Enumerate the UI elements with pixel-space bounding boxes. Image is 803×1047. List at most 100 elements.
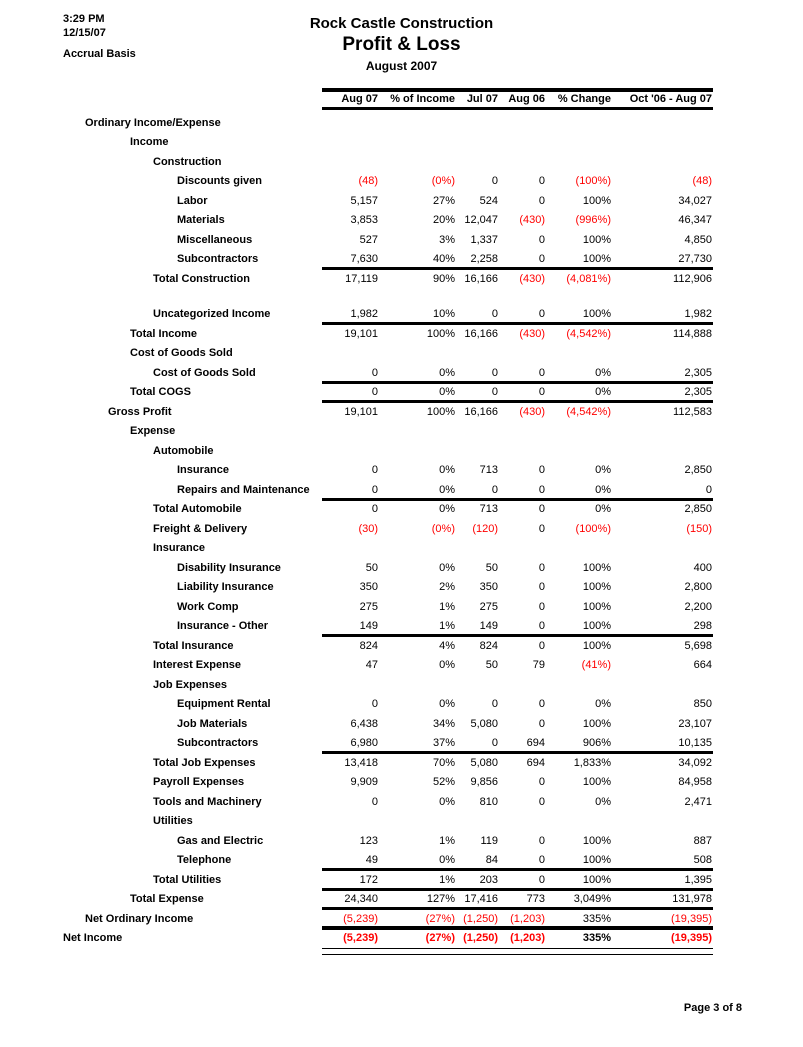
cell-value: 24,340 xyxy=(344,893,378,906)
cell-value: 298 xyxy=(693,620,712,633)
cell-value: 0 xyxy=(371,698,378,711)
cell-value: 0% xyxy=(439,503,455,516)
cell-value: 16,166 xyxy=(464,405,498,418)
cell-value: (41%) xyxy=(581,659,611,672)
cell-value: (0%) xyxy=(431,522,455,535)
row-telephone: Telephone 49 0% 84 0 100% 508 xyxy=(63,851,713,871)
cell-value: 84 xyxy=(485,854,498,867)
cell-value: 275 xyxy=(479,600,498,613)
cell-value: 1,982 xyxy=(684,308,712,321)
cell-value: 1,982 xyxy=(350,308,378,321)
cell-value: 0 xyxy=(538,600,545,613)
cell-value: 34% xyxy=(432,717,455,730)
cell-value: 2,850 xyxy=(684,503,712,516)
cell-value: 0 xyxy=(538,464,545,477)
cell-value: (5,239) xyxy=(343,932,378,945)
cell-value: 1% xyxy=(439,873,455,886)
cell-value: (30) xyxy=(358,522,378,535)
cell-value: (120) xyxy=(472,522,498,535)
cell-value: 0 xyxy=(538,503,545,516)
cell-value: 0% xyxy=(439,659,455,672)
report-date: 12/15/07 xyxy=(63,27,106,39)
cell-value: 3,853 xyxy=(350,214,378,227)
row-gas-and-electric: Gas and Electric 123 1% 119 0 100% 887 xyxy=(63,831,713,851)
cell-value: 203 xyxy=(479,873,498,886)
row-labor: Labor 5,157 27% 524 0 100% 34,027 xyxy=(63,191,713,211)
cell-value: (4,542%) xyxy=(566,327,611,340)
cell-value: 0% xyxy=(595,795,611,808)
row-materials: Materials 3,853 20% 12,047 (430) (996%) 46,347 xyxy=(63,211,713,231)
row-label: Miscellaneous xyxy=(177,233,253,246)
row-equipment-rental: Equipment Rental 0 0% 0 0 0% 850 xyxy=(63,695,713,715)
row-work-comp: Work Comp 275 1% 275 0 100% 2,200 xyxy=(63,597,713,617)
row-label: Subcontractors xyxy=(177,253,259,266)
row-label: Construction xyxy=(153,155,222,168)
cell-value: (100%) xyxy=(575,175,611,188)
cell-value: 0% xyxy=(439,464,455,477)
column-header-of-income: % of Income xyxy=(390,93,455,105)
row-label: Total Utilities xyxy=(153,873,222,886)
row-label: Job Materials xyxy=(177,717,248,730)
cell-value: 40% xyxy=(432,253,455,266)
company-name: Rock Castle Construction xyxy=(309,15,494,32)
row-label: Total Construction xyxy=(153,272,250,285)
cell-value: 664 xyxy=(693,659,712,672)
row-total-cogs: Total COGS 0 0% 0 0 0% 2,305 xyxy=(63,380,713,403)
cell-value: (996%) xyxy=(575,214,611,227)
row-label: Telephone xyxy=(177,854,232,867)
row-net-ordinary-income: Net Ordinary Income (5,239) (27%) (1,250) (1… xyxy=(63,907,713,929)
cell-value: 9,856 xyxy=(470,776,498,789)
cell-value: 1% xyxy=(439,834,455,847)
row-label: Cost of Goods Sold xyxy=(153,366,256,379)
cell-value: 0 xyxy=(538,834,545,847)
cell-value: 2,850 xyxy=(684,464,712,477)
cell-value: 0% xyxy=(439,854,455,867)
row-total-automobile: Total Automobile 0 0% 713 0 0% 2,850 xyxy=(63,497,713,520)
table-body: Ordinary Income/Expense Income Constructio… xyxy=(63,113,713,955)
cell-value: 34,027 xyxy=(678,194,712,207)
cell-value: 350 xyxy=(359,581,378,594)
cell-value: 34,092 xyxy=(678,756,712,769)
cell-value: 100% xyxy=(582,873,611,886)
cell-value: 7,630 xyxy=(350,253,378,266)
cell-value: 17,119 xyxy=(345,272,378,285)
cell-value: 0 xyxy=(705,483,712,496)
row-label: Gas and Electric xyxy=(177,834,264,847)
row-label: Job Expenses xyxy=(153,678,227,691)
cell-value: 906% xyxy=(582,737,611,750)
cell-value: 0 xyxy=(371,795,378,808)
row-expense: Expense xyxy=(63,422,713,442)
row-label: Total COGS xyxy=(130,386,191,399)
cell-value: (0%) xyxy=(431,175,455,188)
row-cost-of-goods-sold: Cost of Goods Sold 0 0% 0 0 0% 2,305 xyxy=(63,363,713,383)
report-title: Profit & Loss xyxy=(342,34,461,55)
cell-value: 335% xyxy=(582,932,611,945)
cell-value: (1,203) xyxy=(510,932,545,945)
cell-value: 824 xyxy=(359,639,378,652)
cell-value: 0 xyxy=(538,854,545,867)
cell-value: (1,250) xyxy=(463,912,498,925)
cell-value: (19,395) xyxy=(671,932,712,945)
cell-value: 100% xyxy=(582,194,611,207)
cell-value: 0 xyxy=(491,386,498,399)
cell-value: 9,909 xyxy=(350,776,378,789)
cell-value: 2% xyxy=(439,581,455,594)
row-subcontractors: Subcontractors 6,980 37% 0 694 906% 10,135 xyxy=(63,734,713,754)
cell-value: 37% xyxy=(432,737,455,750)
cell-value: (100%) xyxy=(575,522,611,535)
cell-value: 112,583 xyxy=(673,405,712,418)
page-number: Page 3 of 8 xyxy=(683,1002,742,1014)
cell-value: 0% xyxy=(595,483,611,496)
cell-value: 79 xyxy=(532,659,545,672)
row-income: Income xyxy=(63,133,713,153)
row-label: Cost of Goods Sold xyxy=(130,347,233,360)
cell-value: 6,438 xyxy=(350,717,378,730)
row-automobile: Automobile xyxy=(63,441,713,461)
cell-value: (27%) xyxy=(425,932,455,945)
row-construction: Construction xyxy=(63,152,713,172)
cell-value: 100% xyxy=(582,581,611,594)
row-label: Disability Insurance xyxy=(177,561,281,574)
report-meta: 3:29 PM 12/15/07 Accrual Basis xyxy=(63,12,136,61)
row-gross-profit: Gross Profit 19,101 100% 16,166 (430) (4,542%… xyxy=(63,400,713,422)
cell-value: 0 xyxy=(371,366,378,379)
